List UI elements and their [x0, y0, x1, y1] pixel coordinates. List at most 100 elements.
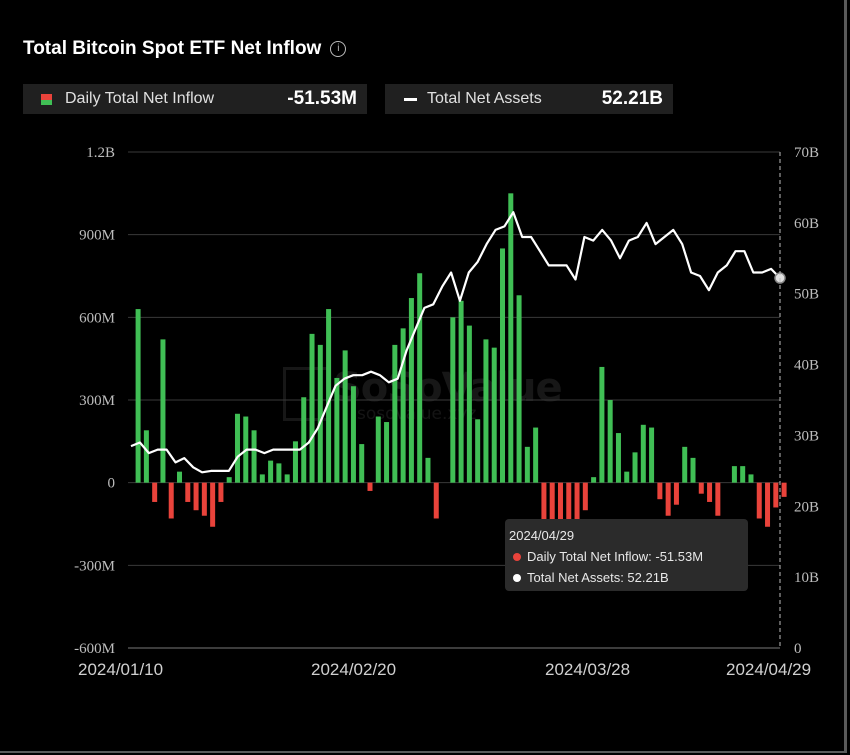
- tooltip: 2024/04/29 Daily Total Net Inflow: -51.5…: [505, 519, 748, 591]
- inflow-bar: [599, 366, 605, 483]
- inflow-bar: [160, 339, 166, 483]
- inflow-bar: [177, 471, 183, 483]
- inflow-bar: [756, 482, 762, 519]
- inflow-bar: [491, 347, 497, 483]
- inflow-bar: [649, 427, 655, 483]
- inflow-bar: [218, 482, 224, 502]
- inflow-bar: [425, 457, 431, 483]
- inflow-bar: [234, 413, 240, 483]
- y-right-tick-label: 50B: [794, 287, 819, 303]
- tooltip-inflow-row: Daily Total Net Inflow: -51.53M: [509, 546, 748, 567]
- chart-title: Total Bitcoin Spot ETF Net Inflow i: [23, 38, 347, 60]
- inflow-bar: [342, 350, 348, 483]
- legend-inflow-label: Daily Total Net Inflow: [65, 90, 215, 107]
- inflow-bar: [773, 482, 779, 508]
- y-left-tick-label: -600M: [74, 641, 115, 657]
- inflow-bar: [392, 344, 398, 483]
- inflow-bar: [326, 309, 332, 483]
- inflow-bar: [400, 328, 406, 483]
- legend-assets-label: Total Net Assets: [427, 90, 542, 107]
- inflow-bar: [201, 482, 207, 516]
- tooltip-assets-text: Total Net Assets: 52.21B: [527, 570, 669, 585]
- inflow-bar: [259, 474, 265, 483]
- inflow-bar: [731, 466, 737, 483]
- tooltip-date: 2024/04/29: [509, 528, 575, 543]
- negative-dot-icon: [513, 552, 521, 561]
- inflow-bar: [533, 427, 539, 483]
- inflow-bar: [210, 482, 216, 527]
- inflow-bar: [350, 386, 356, 483]
- inflow-bar: [268, 460, 274, 483]
- inflow-bar: [417, 273, 423, 483]
- inflow-bar: [301, 397, 307, 483]
- y-right-tick-label: 40B: [794, 358, 819, 374]
- inflow-bar: [226, 477, 232, 483]
- inflow-bar: [466, 325, 472, 483]
- y-right-tick-label: 60B: [794, 216, 819, 232]
- inflow-bar: [740, 466, 746, 483]
- info-icon[interactable]: i: [330, 41, 347, 57]
- inflow-bar: [375, 416, 381, 483]
- inflow-bar: [152, 482, 158, 502]
- x-tick-label: 2024/04/29: [726, 660, 812, 679]
- bar-swatch-icon: [41, 93, 52, 105]
- inflow-bar: [475, 419, 481, 483]
- inflow-bar: [665, 482, 671, 516]
- inflow-bar: [185, 482, 191, 502]
- white-dot-icon: [513, 573, 521, 582]
- x-tick-label: 2024/03/28: [545, 660, 631, 679]
- inflow-bar: [143, 430, 149, 483]
- x-tick-label: 2024/02/20: [311, 660, 397, 679]
- watermark-sub: sosovalue.xyz: [357, 404, 477, 424]
- inflow-bar: [309, 333, 315, 483]
- inflow-bar: [483, 339, 489, 483]
- tooltip-inflow-text: Daily Total Net Inflow: -51.53M: [527, 549, 704, 564]
- y-left-tick-label: 1.2B: [86, 145, 115, 161]
- inflow-bar: [607, 400, 613, 483]
- inflow-bar: [690, 457, 696, 483]
- inflow-bar: [640, 424, 646, 483]
- legend-inflow[interactable]: Daily Total Net Inflow -51.53M: [23, 84, 367, 114]
- inflow-bar: [781, 482, 787, 497]
- inflow-bar: [632, 452, 638, 483]
- inflow-bar: [334, 377, 340, 483]
- y-right-tick-label: 20B: [794, 499, 819, 515]
- inflow-bar: [135, 309, 141, 483]
- line-swatch-icon: [404, 97, 417, 101]
- inflow-bar: [707, 482, 713, 502]
- tooltip-assets-row: Total Net Assets: 52.21B: [509, 567, 748, 588]
- y-right-tick-label: 70B: [794, 145, 819, 161]
- y-left-tick-label: 0: [108, 476, 116, 492]
- inflow-bar: [433, 482, 439, 519]
- inflow-bar: [458, 300, 464, 483]
- inflow-bar: [698, 482, 704, 494]
- inflow-bar: [284, 474, 290, 483]
- legend-assets[interactable]: Total Net Assets 52.21B: [385, 84, 673, 114]
- net-assets-line: [130, 211, 781, 474]
- y-left-tick-label: 900M: [79, 228, 115, 244]
- legend-assets-value: 52.21B: [601, 88, 663, 109]
- x-tick-label: 2024/01/10: [78, 660, 164, 679]
- inflow-bar: [251, 430, 257, 483]
- inflow-bar: [367, 482, 373, 491]
- inflow-bar: [765, 482, 771, 527]
- y-right-tick-label: 30B: [794, 428, 819, 444]
- inflow-bar: [673, 482, 679, 505]
- chart-title-text: Total Bitcoin Spot ETF Net Inflow: [23, 38, 322, 59]
- y-right-tick-label: 10B: [794, 570, 819, 586]
- inflow-bar: [508, 193, 514, 483]
- inflow-bar: [715, 482, 721, 516]
- inflow-bar: [541, 482, 547, 552]
- inflow-bar: [168, 482, 174, 519]
- y-right-tick-label: 0: [794, 641, 802, 657]
- inflow-bar: [292, 441, 298, 483]
- inflow-bar: [384, 422, 390, 483]
- inflow-bar: [524, 446, 530, 483]
- inflow-bar: [193, 482, 199, 511]
- inflow-bar: [657, 482, 663, 500]
- inflow-bar: [615, 433, 621, 483]
- inflow-bar: [591, 477, 597, 483]
- inflow-bar: [682, 446, 688, 483]
- inflow-bar: [624, 471, 630, 483]
